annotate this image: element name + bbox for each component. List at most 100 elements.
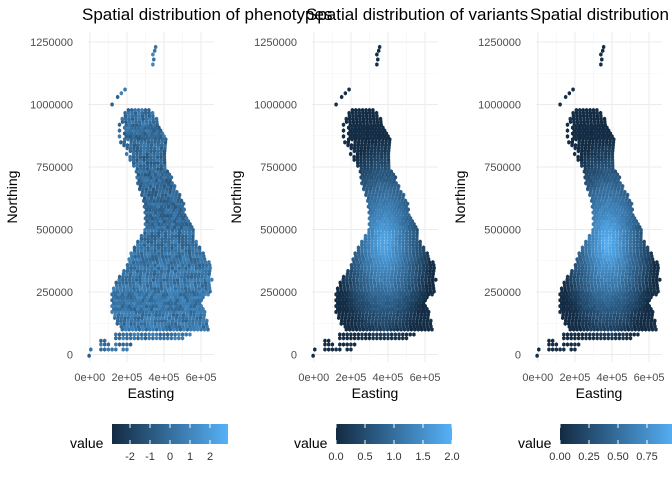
hex-cell — [153, 236, 157, 242]
hex-cell — [367, 245, 371, 250]
hex-cell — [394, 306, 398, 312]
hex-cell — [153, 242, 157, 247]
hex-cell — [365, 303, 369, 309]
hex-cell — [642, 248, 646, 253]
hex-cell — [119, 90, 124, 96]
hex-cell — [605, 137, 609, 142]
hex-cell — [367, 251, 371, 256]
hex-cell — [575, 257, 579, 262]
hex-cell — [408, 251, 412, 256]
hex-cell — [391, 230, 395, 236]
hex-cell — [380, 236, 385, 242]
hex-cell — [182, 207, 186, 212]
hex-cell — [586, 157, 591, 163]
hex-cell — [584, 300, 588, 306]
hex-cell — [392, 309, 397, 315]
hex-cell — [591, 227, 595, 233]
hex-cell — [638, 224, 642, 230]
hex-cell — [625, 335, 629, 341]
hex-cell — [397, 332, 401, 337]
hex-cell — [601, 295, 605, 300]
hex-cell — [140, 131, 144, 136]
hex-cell — [194, 245, 198, 250]
hex-cell — [169, 218, 173, 224]
hex-cell — [154, 216, 158, 221]
chart-title: Spatial distribution of phenotypes — [82, 5, 332, 24]
hex-cell — [151, 297, 155, 303]
hex-cell — [127, 297, 131, 303]
hex-cell — [594, 137, 599, 142]
hex-cell — [180, 306, 185, 312]
hex-cell — [334, 347, 338, 352]
hex-cell — [372, 128, 377, 133]
hex-cell — [404, 295, 409, 300]
x-axis-title: Easting — [576, 385, 623, 401]
hex-cell — [604, 245, 609, 250]
hex-cell — [377, 295, 381, 300]
hex-cell — [135, 166, 140, 171]
hex-cell — [569, 332, 573, 337]
hex-cell — [402, 309, 407, 315]
hex-cell — [358, 128, 363, 133]
hex-cell — [567, 140, 571, 145]
hex-cell — [379, 134, 383, 139]
hex-cell — [338, 280, 342, 285]
hex-cell — [160, 295, 164, 300]
hex-cell — [134, 309, 138, 315]
hex-cell — [397, 300, 402, 306]
hex-cell — [141, 309, 145, 315]
hex-cell — [385, 303, 390, 309]
hex-cell — [356, 160, 360, 166]
hex-cell — [117, 309, 121, 315]
hex-cell — [614, 224, 618, 230]
hex-cell — [622, 230, 626, 236]
hex-cell — [142, 160, 146, 166]
hex-cell — [156, 160, 160, 166]
hex-cell — [160, 221, 165, 227]
hex-cell — [411, 251, 416, 256]
hex-cell — [352, 335, 357, 341]
hex-cell — [632, 233, 636, 239]
hex-cell — [383, 154, 387, 160]
hex-cell — [384, 233, 388, 239]
hex-cell — [600, 157, 604, 163]
hex-cell — [184, 221, 189, 227]
hex-cell — [184, 230, 188, 236]
hex-cell — [366, 300, 371, 306]
hex-cell — [590, 295, 595, 300]
hex-cell — [597, 160, 601, 166]
hex-cell — [367, 216, 372, 221]
hex-cell — [591, 248, 595, 253]
hex-cell — [177, 251, 181, 256]
hex-cell — [138, 157, 143, 163]
hex-cell — [418, 306, 422, 312]
hex-cell — [115, 295, 119, 300]
hex-cell — [405, 230, 409, 236]
hex-cell — [153, 233, 157, 239]
hex-cell — [139, 300, 143, 306]
hex-cell — [635, 248, 640, 253]
hex-cell — [148, 303, 152, 309]
hex-cell — [146, 306, 150, 312]
hex-cell — [154, 297, 159, 303]
hex-cell — [630, 297, 634, 303]
hex-cell — [579, 157, 584, 163]
hex-cell — [134, 128, 139, 133]
hex-cell — [628, 236, 633, 242]
hex-cell — [180, 251, 185, 256]
hex-cell — [89, 347, 93, 352]
hex-cell — [594, 295, 598, 300]
hex-cell — [584, 131, 589, 136]
hex-cell — [396, 303, 400, 309]
hex-cell — [155, 128, 159, 133]
hex-cell — [597, 166, 601, 171]
hex-cell — [172, 309, 176, 315]
hex-cell — [550, 347, 555, 352]
hex-cell — [621, 295, 626, 300]
hex-cell — [152, 224, 156, 230]
hex-cell — [377, 236, 381, 242]
hex-cell — [573, 332, 577, 337]
hex-cell — [153, 137, 158, 142]
hex-cell — [163, 236, 168, 242]
hex-cell — [587, 295, 591, 300]
